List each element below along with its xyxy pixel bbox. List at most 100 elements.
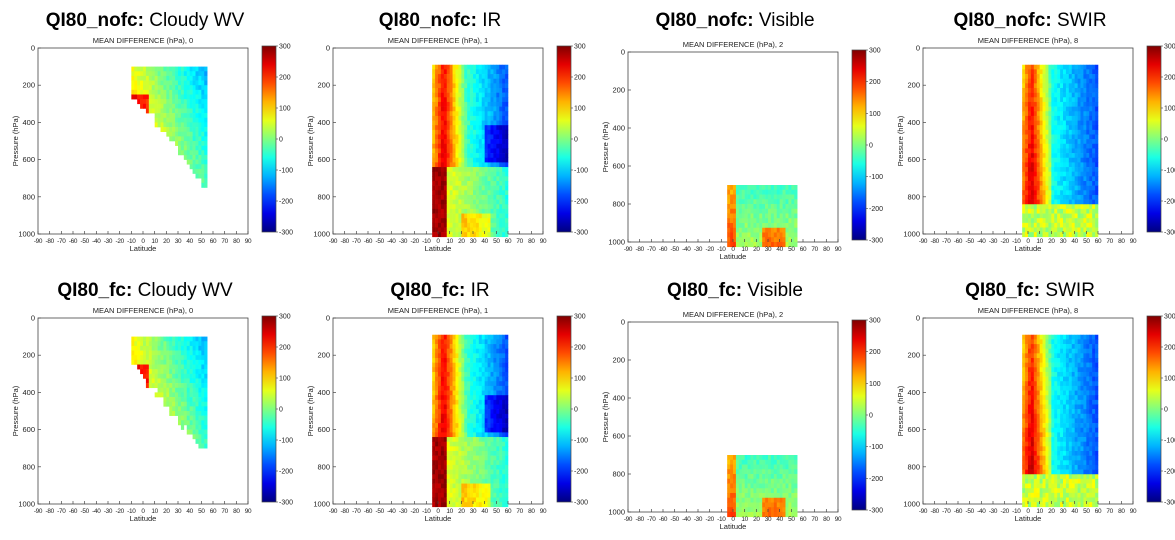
data-cell	[1063, 69, 1067, 75]
x-tick-label: 10	[151, 238, 158, 245]
data-cell	[180, 420, 185, 426]
data-cell	[432, 97, 436, 103]
data-cell	[750, 232, 754, 238]
data-cell	[496, 413, 500, 419]
data-cell	[779, 227, 783, 233]
data-cell	[1039, 69, 1043, 75]
data-cell	[756, 512, 760, 518]
data-cell	[198, 80, 202, 86]
data-cell	[166, 94, 170, 100]
data-cell	[1074, 120, 1078, 126]
data-cell	[192, 122, 196, 128]
data-cell	[484, 357, 488, 363]
data-cell	[180, 369, 185, 375]
data-cell	[481, 143, 485, 149]
data-cell	[475, 385, 480, 391]
data-cell	[1051, 106, 1055, 112]
data-cell	[455, 497, 459, 503]
data-cell	[727, 512, 731, 518]
data-cell	[1033, 129, 1038, 135]
data-cell	[794, 227, 798, 233]
data-cell	[1045, 87, 1049, 93]
data-cell	[727, 459, 731, 465]
data-cell	[470, 87, 474, 93]
data-cell	[747, 469, 751, 475]
data-cell	[435, 167, 439, 172]
data-cell	[1033, 87, 1038, 93]
data-cell	[440, 450, 445, 456]
data-cell	[435, 376, 439, 382]
data-cell	[502, 423, 506, 429]
data-cell	[172, 359, 176, 365]
data-cell	[1030, 129, 1035, 135]
data-cell	[438, 139, 442, 145]
data-cell	[475, 69, 480, 75]
data-cell	[452, 157, 456, 163]
data-cell	[154, 94, 158, 100]
data-cell	[1060, 101, 1064, 107]
data-cell	[467, 153, 471, 159]
data-cell	[180, 141, 185, 146]
y-tick-label: 1000	[313, 500, 330, 509]
colorbar-tick-label: 100	[574, 376, 586, 383]
data-cell	[175, 387, 179, 393]
data-cell	[496, 418, 500, 424]
data-cell	[435, 78, 439, 84]
x-tick-label: 60	[800, 516, 807, 523]
data-cell	[446, 101, 450, 107]
data-cell	[467, 371, 471, 377]
data-cell	[750, 204, 754, 210]
data-cell	[1022, 87, 1026, 93]
data-cell	[195, 141, 199, 146]
data-cell	[452, 353, 456, 359]
data-cell	[455, 441, 459, 447]
data-cell	[759, 507, 763, 513]
data-cell	[160, 350, 164, 356]
data-cell	[490, 381, 494, 387]
data-cell	[435, 474, 439, 480]
data-cell	[189, 364, 193, 370]
data-cell	[143, 94, 147, 100]
data-cell	[1033, 64, 1038, 70]
data-cell	[455, 101, 459, 107]
data-cell	[484, 143, 488, 149]
data-cell	[481, 446, 485, 452]
data-cell	[470, 441, 474, 447]
chart-svg: MEAN DIFFERENCE (hPa), 20200400600800100…	[601, 310, 883, 531]
x-axis-label: Latitude	[425, 514, 452, 523]
data-cell	[1089, 134, 1093, 140]
data-cell	[759, 227, 763, 233]
data-cell	[470, 385, 474, 391]
data-cell	[192, 99, 196, 105]
data-cell	[502, 213, 506, 219]
x-tick-label: -80	[340, 508, 349, 515]
data-cell	[154, 71, 158, 77]
data-cell	[446, 427, 450, 433]
data-cell	[449, 101, 453, 107]
data-cell	[1092, 218, 1096, 224]
data-cell	[1068, 139, 1073, 145]
data-cell	[140, 85, 144, 91]
data-cell	[473, 194, 477, 200]
data-cell	[499, 213, 503, 219]
data-cell	[1077, 148, 1081, 154]
data-cell	[432, 357, 436, 363]
data-cell	[788, 464, 792, 470]
y-tick-label: 400	[612, 124, 625, 133]
data-cell	[1039, 97, 1043, 103]
data-cell	[505, 423, 509, 429]
data-cell	[458, 376, 462, 382]
data-cell	[464, 404, 468, 410]
data-cell	[1025, 381, 1029, 387]
data-cell	[178, 127, 182, 132]
data-cell	[449, 227, 453, 233]
data-cell	[785, 493, 789, 499]
data-cell	[464, 78, 468, 84]
data-cell	[446, 446, 450, 452]
data-cell	[496, 376, 500, 382]
data-cell	[496, 488, 500, 494]
data-cell	[1060, 171, 1064, 177]
data-cell	[1083, 92, 1087, 98]
data-cell	[496, 371, 500, 377]
data-cell	[432, 190, 436, 196]
